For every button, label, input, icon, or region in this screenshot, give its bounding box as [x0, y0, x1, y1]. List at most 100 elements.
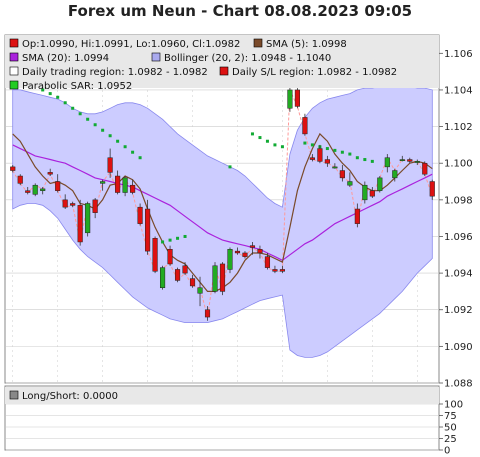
- sar-dot: [370, 159, 374, 163]
- candle-body: [264, 256, 271, 268]
- sar-dot: [101, 128, 105, 132]
- y-tick-label: 1.106: [444, 49, 473, 60]
- candle-body: [100, 181, 106, 184]
- y-tick-label: 1.092: [444, 305, 473, 316]
- sar-dot: [333, 148, 337, 152]
- candle-body: [407, 159, 413, 162]
- legend-label: SMA (5): 1.0998: [266, 39, 347, 50]
- sar-dot: [86, 117, 90, 121]
- y-tick-label: 1.098: [444, 195, 473, 206]
- sar-dot: [340, 150, 344, 154]
- sma20-line: [12, 144, 433, 261]
- legend-label: Bollinger (20, 2): 1.0948 - 1.1040: [164, 53, 331, 64]
- candle-body: [145, 208, 151, 252]
- legend-swatch: [219, 66, 229, 76]
- candle-body: [152, 238, 158, 272]
- candle-body: [242, 252, 248, 257]
- y-tick-label: 1.094: [444, 269, 473, 280]
- candle-body: [10, 166, 16, 171]
- sar-dot: [131, 150, 135, 154]
- sar-dot: [183, 234, 187, 238]
- candle-body: [287, 89, 293, 109]
- y-tick-label: 1.090: [444, 342, 473, 353]
- candle-body: [122, 177, 128, 193]
- sar-dot: [93, 123, 97, 127]
- candle-body: [324, 159, 330, 164]
- sub-legend-box: [5, 387, 439, 404]
- candle-body: [317, 148, 323, 162]
- candle-body: [197, 287, 203, 294]
- y-tick-label: 1.100: [444, 159, 473, 170]
- sar-dot: [41, 88, 45, 92]
- sar-dot: [280, 145, 284, 149]
- y-tick-label: 75: [444, 411, 457, 422]
- legend-swatch: [151, 52, 161, 62]
- candle-body: [429, 181, 435, 197]
- sar-dot: [348, 152, 352, 156]
- legend: Op:1.0990, Hi:1.0991, Lo:1.0960, Cl:1.09…: [9, 38, 397, 92]
- candle-body: [362, 184, 368, 201]
- sar-dot: [228, 165, 232, 169]
- candle-body: [309, 157, 315, 160]
- candle-body: [219, 263, 226, 292]
- legend-label: SMA (20): 1.0994: [22, 53, 109, 64]
- candle-body: [302, 117, 308, 135]
- sar-dot: [258, 136, 262, 140]
- y-tick-label: 50: [444, 423, 457, 434]
- parabolic-sar: [11, 77, 374, 246]
- sub-legend-label: Long/Short: 0.0000: [22, 391, 118, 402]
- candle-body: [279, 269, 286, 272]
- candle-body: [189, 278, 196, 287]
- sar-dot: [116, 139, 120, 143]
- legend-swatch: [9, 38, 19, 48]
- legend-label: Op:1.0990, Hi:1.0991, Lo:1.0960, Cl:1.09…: [22, 39, 240, 50]
- candle-body: [347, 181, 353, 186]
- candle-body: [107, 157, 113, 173]
- sub-legend: Long/Short: 0.0000: [9, 390, 118, 402]
- candle-body: [272, 269, 278, 272]
- candle-body: [62, 199, 68, 208]
- legend-label: Daily S/L region: 1.0982 - 1.0982: [232, 67, 397, 78]
- candle-body: [182, 265, 188, 274]
- candle-body: [77, 205, 83, 243]
- candle-body: [234, 250, 241, 254]
- candle-body: [204, 309, 211, 318]
- candle-body: [85, 203, 91, 234]
- candle-body: [377, 177, 383, 191]
- candle-body: [414, 161, 420, 163]
- candle-body: [40, 188, 46, 191]
- sar-dot: [78, 112, 82, 116]
- candle-body: [212, 265, 218, 292]
- sar-dot: [108, 134, 112, 138]
- candle-body: [47, 172, 53, 175]
- y-tick-label: 100: [444, 400, 463, 411]
- sar-dot: [123, 145, 127, 149]
- candle-body: [159, 267, 166, 289]
- legend-label: Parabolic SAR: 1.0952: [22, 81, 132, 92]
- candle-body: [17, 175, 23, 184]
- sub-legend-swatch: [9, 390, 19, 400]
- sar-dot: [310, 143, 314, 147]
- sar-dot: [265, 139, 269, 143]
- sar-dot: [63, 101, 67, 105]
- sar-dot: [161, 240, 165, 244]
- sar-dot: [71, 106, 75, 110]
- y-tick-label: 1.088: [444, 379, 473, 390]
- sar-dot: [138, 156, 142, 160]
- y-tick-label: 1.102: [444, 122, 473, 133]
- candle-body: [55, 181, 61, 191]
- legend-label: Daily trading region: 1.0982 - 1.0982: [22, 67, 208, 78]
- candle-body: [332, 166, 338, 169]
- chart-title: Forex um Neun - Chart 08.08.2023 09:05: [67, 2, 413, 20]
- candle-body: [369, 190, 375, 197]
- candle-body: [399, 159, 405, 161]
- candle-body: [32, 184, 38, 195]
- y-tick-label: 0: [444, 446, 450, 457]
- candle-body: [384, 157, 390, 168]
- legend-box: [5, 35, 439, 88]
- sar-dot: [273, 143, 277, 147]
- sar-dot: [168, 238, 172, 242]
- sar-dot: [355, 156, 359, 160]
- main-y-axis: 1.088 1.090 1.092 1.094 1.096 1.098 1.100 1.102…: [439, 49, 473, 390]
